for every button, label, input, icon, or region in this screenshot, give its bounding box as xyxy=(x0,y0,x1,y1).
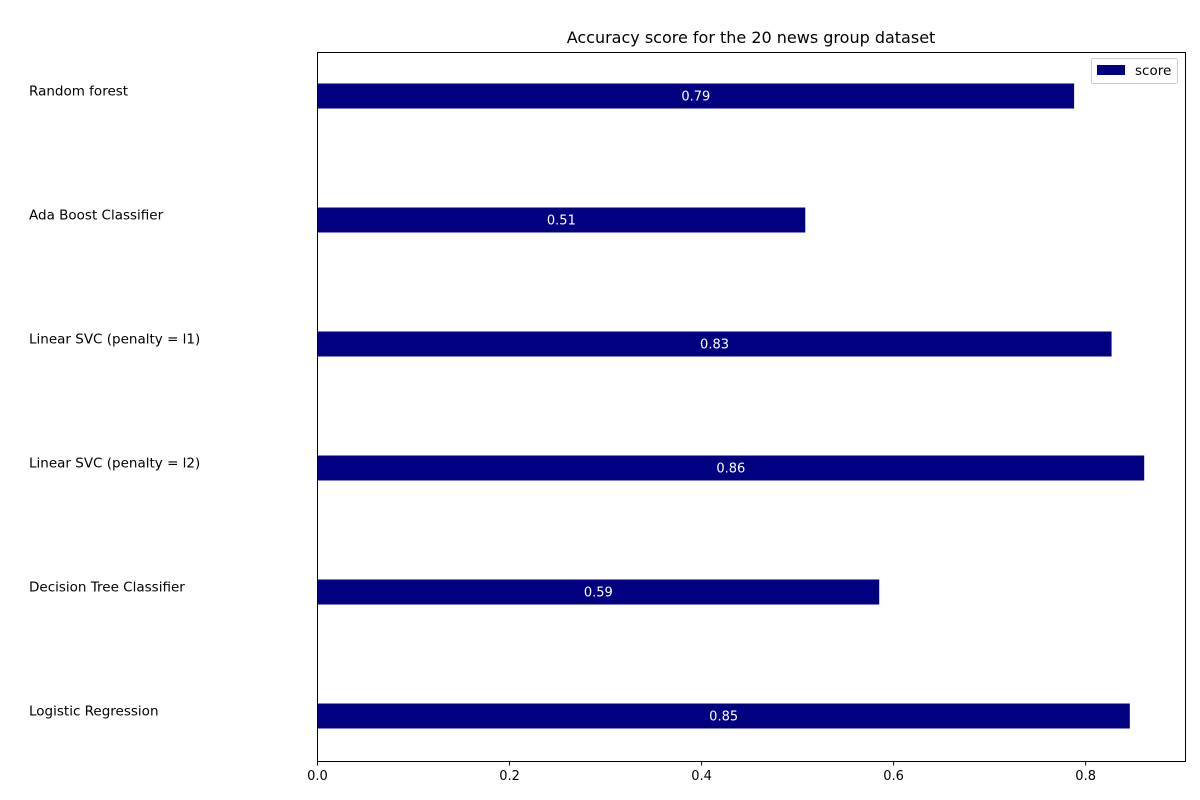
legend-label: score xyxy=(1135,63,1171,79)
category-label: Random forest xyxy=(29,84,128,100)
category-label: Linear SVC (penalty = l1) xyxy=(29,332,200,348)
x-tick-label: 0.2 xyxy=(499,769,520,784)
bar-2 xyxy=(317,207,806,233)
legend-box xyxy=(1091,58,1178,84)
bars-group: 0.79 0.51 0.83 0.86 0.59 0.85 xyxy=(317,83,1145,729)
category-labels: Random forest Ada Boost Classifier Linear … xyxy=(29,84,200,720)
bar-1 xyxy=(317,83,1075,109)
bar-value-label: 0.59 xyxy=(584,586,613,601)
plot-frame xyxy=(317,52,1186,762)
x-axis-ticks: 0.0 0.2 0.4 0.6 0.8 xyxy=(307,761,1096,784)
bar-4 xyxy=(317,455,1145,481)
legend-swatch xyxy=(1097,65,1125,75)
category-label: Decision Tree Classifier xyxy=(29,580,185,596)
bar-value-label: 0.86 xyxy=(716,462,745,477)
bar-value-label: 0.85 xyxy=(709,710,738,725)
bar-value-label: 0.83 xyxy=(700,338,729,353)
x-tick-label: 0.0 xyxy=(307,769,328,784)
chart-title: Accuracy score for the 20 news group dat… xyxy=(567,28,936,47)
x-tick-label: 0.6 xyxy=(883,769,904,784)
bar-value-label: 0.51 xyxy=(547,214,576,229)
category-label: Logistic Regression xyxy=(29,704,159,720)
legend: score xyxy=(1091,58,1178,84)
x-tick-label: 0.4 xyxy=(691,769,712,784)
bar-6 xyxy=(317,703,1130,729)
bar-3 xyxy=(317,331,1112,357)
bar-value-label: 0.79 xyxy=(681,90,710,105)
x-tick-label: 0.8 xyxy=(1075,769,1096,784)
category-label: Linear SVC (penalty = l2) xyxy=(29,456,200,472)
category-label: Ada Boost Classifier xyxy=(29,208,164,224)
bar-5 xyxy=(317,579,880,605)
